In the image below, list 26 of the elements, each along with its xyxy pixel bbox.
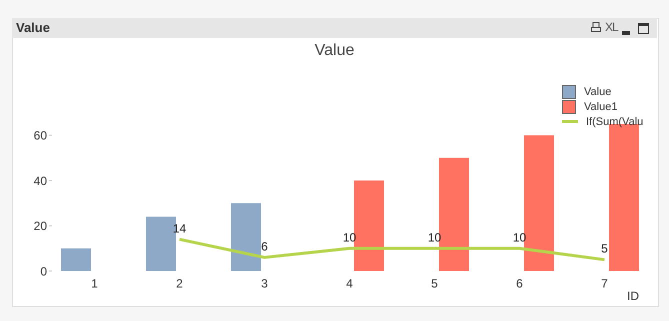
bar [231,203,261,271]
y-tick-label: 0 [40,264,48,278]
x-tick-label: 1 [91,276,98,291]
data-label: 6 [261,239,268,254]
legend-label: If(Sum(Valu [586,116,644,128]
x-tick-label: 2 [176,276,184,291]
x-tick-label: 5 [431,276,438,291]
text: Value [16,20,50,35]
bar [61,248,91,271]
bar [354,180,384,271]
x-tick-label: 3 [261,276,268,291]
legend-label: Value1 [584,100,618,112]
x-axis-title: ID [627,289,639,303]
text: XL [605,20,618,34]
y-tick-label: 20 [34,219,48,234]
y-tick-label: 40 [34,174,48,188]
data-label: 5 [601,242,608,256]
chart-title: Value [314,42,356,60]
data-label: 14 [172,221,186,236]
bar [524,135,554,271]
y-tick-label: 60 [34,128,48,143]
x-tick-label: 6 [516,276,524,291]
x-tick-label: 4 [346,276,354,291]
bar [439,158,469,271]
x-tick-label: 7 [601,276,608,291]
legend-label: Value [584,86,612,98]
